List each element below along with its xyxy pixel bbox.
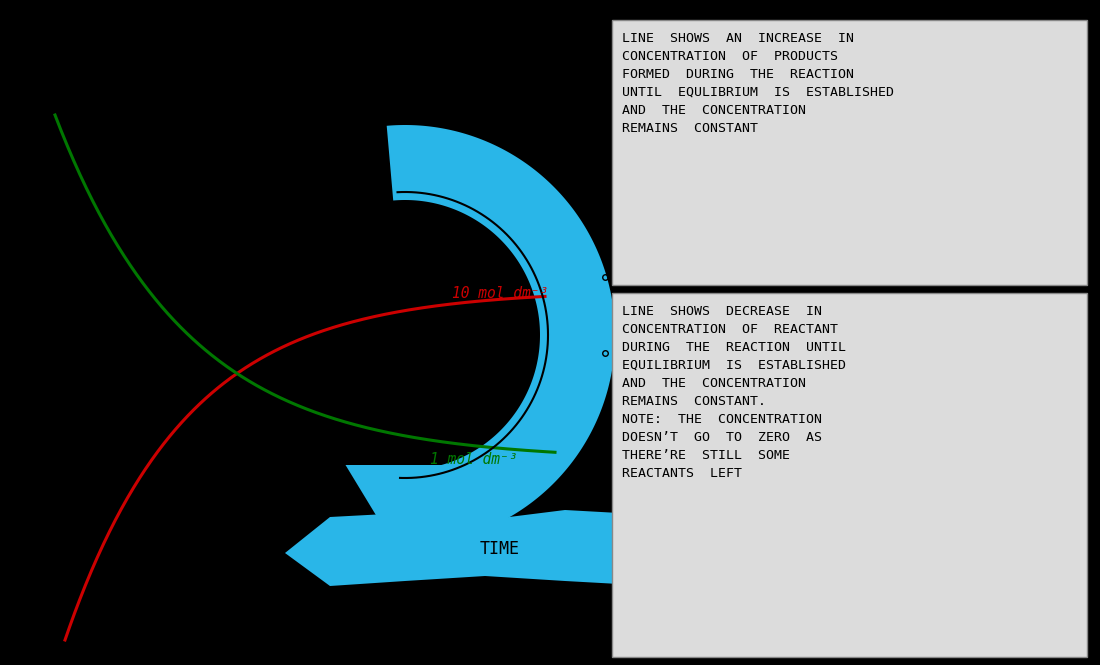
- Text: LINE  SHOWS  AN  INCREASE  IN
CONCENTRATION  OF  PRODUCTS
FORMED  DURING  THE  R: LINE SHOWS AN INCREASE IN CONCENTRATION …: [621, 32, 894, 135]
- FancyBboxPatch shape: [612, 20, 1087, 285]
- Polygon shape: [285, 510, 654, 586]
- Text: 1 mol dm⁻³: 1 mol dm⁻³: [430, 452, 517, 467]
- FancyBboxPatch shape: [612, 293, 1087, 657]
- Text: LINE  SHOWS  DECREASE  IN
CONCENTRATION  OF  REACTANT
DURING  THE  REACTION  UNT: LINE SHOWS DECREASE IN CONCENTRATION OF …: [621, 305, 846, 480]
- Polygon shape: [345, 465, 464, 563]
- Text: TIME: TIME: [480, 540, 520, 558]
- Polygon shape: [387, 125, 615, 545]
- Text: 10 mol dm⁻³: 10 mol dm⁻³: [452, 285, 548, 301]
